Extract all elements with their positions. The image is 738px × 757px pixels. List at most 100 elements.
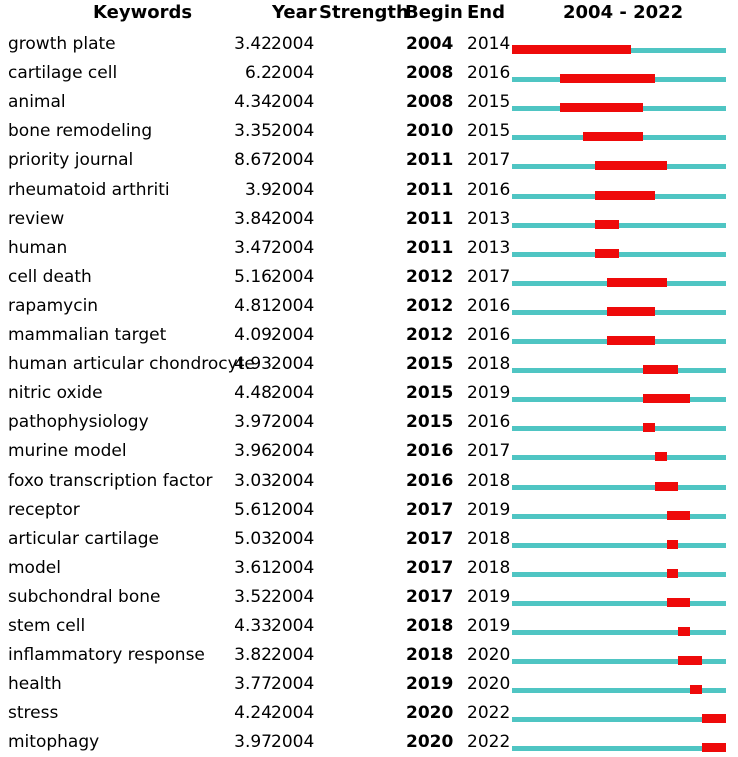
end-cell: 2020	[467, 674, 511, 695]
burst-bar	[595, 190, 655, 200]
year-cell: 2004	[271, 266, 315, 287]
table-row: human articular chondrocyte 2004 4.93 2015 2…	[0, 350, 738, 379]
year-cell: 2004	[271, 179, 315, 200]
burst-bar	[666, 510, 691, 520]
table-row: cell death 2004 5.16 2012 2017	[0, 263, 738, 292]
begin-cell: 2011	[406, 237, 454, 258]
timeline-baseline	[512, 513, 726, 519]
year-cell: 2004	[271, 34, 315, 54]
table-row: review 2004 3.84 2011 2013	[0, 205, 738, 234]
year-cell: 2004	[271, 499, 315, 520]
header-begin: Begin	[405, 2, 463, 23]
keyword-cell: human	[8, 237, 68, 258]
year-cell: 2004	[271, 150, 315, 171]
end-cell: 2022	[467, 703, 511, 724]
keyword-cell: model	[8, 557, 61, 578]
timeline-baseline	[512, 746, 726, 752]
year-cell: 2004	[271, 586, 315, 607]
timeline-baseline	[512, 455, 726, 461]
timeline-baseline	[512, 251, 726, 257]
end-cell: 2016	[467, 295, 511, 316]
strength-cell: 4.09	[234, 325, 272, 345]
strength-cell: 8.67	[234, 150, 272, 171]
timeline-track	[512, 467, 726, 496]
begin-cell: 2012	[406, 266, 454, 287]
end-cell: 2017	[467, 266, 511, 287]
strength-cell: 4.81	[234, 295, 272, 316]
timeline-baseline	[512, 717, 726, 723]
timeline-track	[512, 205, 726, 234]
strength-cell: 4.48	[234, 383, 272, 404]
year-cell: 2004	[271, 63, 315, 84]
year-cell: 2004	[271, 645, 315, 666]
timeline-baseline	[512, 368, 726, 374]
burst-bar	[642, 365, 679, 375]
end-cell: 2013	[467, 237, 511, 258]
burst-bar	[690, 685, 703, 695]
keyword-cell: bone remodeling	[8, 121, 153, 142]
end-cell: 2015	[467, 121, 511, 142]
end-cell: 2019	[467, 586, 511, 607]
begin-cell: 2011	[406, 179, 454, 200]
burst-bar	[666, 597, 691, 607]
year-cell: 2004	[271, 121, 315, 142]
table-row: cartilage cell 2004 6.2 2008 2016	[0, 59, 738, 88]
strength-cell: 5.16	[234, 266, 272, 287]
year-cell: 2004	[271, 354, 315, 375]
end-cell: 2014	[467, 34, 511, 54]
table-row: stress 2004 4.24 2020 2022	[0, 699, 738, 728]
strength-cell: 4.33	[234, 616, 272, 636]
keyword-cell: health	[8, 674, 62, 695]
table-row: nitric oxide 2004 4.48 2015 2019	[0, 379, 738, 408]
timeline-track	[512, 292, 726, 321]
strength-cell: 4.24	[234, 703, 272, 724]
keyword-cell: growth plate	[8, 34, 116, 54]
year-cell: 2004	[271, 92, 315, 113]
burst-bar	[559, 103, 643, 113]
burst-bar	[642, 394, 691, 404]
strength-cell: 3.61	[234, 557, 272, 578]
strength-cell: 3.84	[234, 208, 272, 229]
begin-cell: 2015	[406, 383, 454, 404]
begin-cell: 2018	[406, 616, 454, 636]
strength-cell: 3.35	[234, 121, 272, 142]
end-cell: 2013	[467, 208, 511, 229]
begin-cell: 2015	[406, 412, 454, 433]
timeline-baseline	[512, 222, 726, 228]
timeline-baseline	[512, 688, 726, 694]
timeline-track	[512, 146, 726, 175]
end-cell: 2019	[467, 499, 511, 520]
keyword-cell: animal	[8, 92, 66, 113]
table-row: priority journal 2004 8.67 2011 2017	[0, 146, 738, 175]
timeline-track	[512, 263, 726, 292]
end-cell: 2016	[467, 325, 511, 345]
timeline-track	[512, 379, 726, 408]
timeline-baseline	[512, 426, 726, 432]
begin-cell: 2020	[406, 703, 454, 724]
burst-bar	[583, 132, 643, 142]
timeline-track	[512, 554, 726, 583]
keyword-cell: murine model	[8, 441, 127, 462]
timeline-baseline	[512, 397, 726, 403]
strength-cell: 3.97	[234, 732, 272, 753]
end-cell: 2018	[467, 557, 511, 578]
strength-cell: 5.61	[234, 499, 272, 520]
year-cell: 2004	[271, 703, 315, 724]
end-cell: 2015	[467, 92, 511, 113]
header-strength: Strength	[319, 2, 409, 23]
keyword-cell: cartilage cell	[8, 63, 118, 84]
keyword-cell: inflammatory response	[8, 645, 205, 666]
table-row: animal 2004 4.34 2008 2015	[0, 88, 738, 117]
timeline-track	[512, 59, 726, 88]
end-cell: 2016	[467, 412, 511, 433]
year-cell: 2004	[271, 325, 315, 345]
year-cell: 2004	[271, 237, 315, 258]
table-row: foxo transcription factor 2004 3.03 2016 201…	[0, 467, 738, 496]
strength-cell: 6.2	[244, 63, 272, 84]
keyword-cell: mitophagy	[8, 732, 100, 753]
keyword-cell: human articular chondrocyte	[8, 354, 255, 375]
timeline-baseline	[512, 484, 726, 490]
burst-bar	[702, 714, 726, 724]
year-cell: 2004	[271, 208, 315, 229]
burst-bar	[607, 336, 655, 345]
